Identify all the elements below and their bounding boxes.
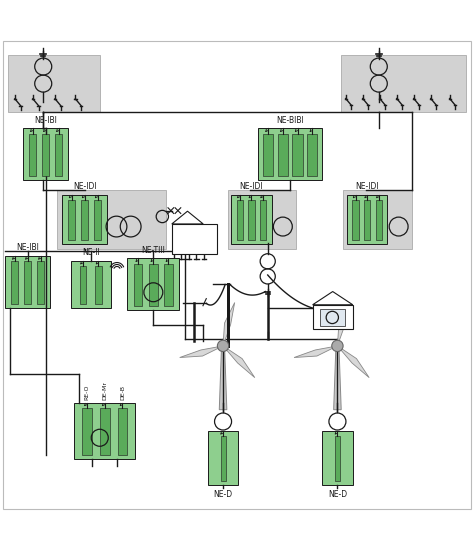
Bar bbox=[172, 224, 217, 254]
Bar bbox=[100, 408, 109, 455]
Text: NE-IDI: NE-IDI bbox=[356, 182, 379, 191]
Bar bbox=[313, 305, 353, 329]
Bar bbox=[118, 408, 128, 455]
Bar bbox=[352, 200, 359, 240]
Bar bbox=[220, 436, 226, 481]
Bar bbox=[231, 195, 272, 244]
Text: RE-O: RE-O bbox=[84, 385, 90, 400]
Bar bbox=[164, 263, 173, 306]
Bar bbox=[278, 134, 288, 177]
Bar bbox=[71, 261, 111, 308]
Text: NE-IBI: NE-IBI bbox=[35, 116, 57, 125]
Text: NE-IDI: NE-IDI bbox=[73, 182, 96, 191]
Bar bbox=[55, 134, 63, 177]
Polygon shape bbox=[337, 346, 369, 378]
Bar bbox=[258, 129, 322, 180]
Bar bbox=[134, 263, 142, 306]
Polygon shape bbox=[223, 302, 235, 346]
Bar bbox=[237, 200, 243, 240]
Text: NE-TIII: NE-TIII bbox=[141, 246, 165, 255]
Polygon shape bbox=[313, 292, 353, 305]
Bar bbox=[11, 261, 18, 304]
Text: NE-IDI: NE-IDI bbox=[239, 182, 263, 191]
Bar bbox=[128, 258, 179, 310]
Polygon shape bbox=[334, 346, 341, 410]
Bar bbox=[42, 134, 49, 177]
Bar bbox=[74, 403, 136, 459]
Text: NE-D: NE-D bbox=[213, 490, 233, 499]
Bar bbox=[23, 129, 68, 180]
Polygon shape bbox=[219, 346, 227, 410]
Bar bbox=[364, 200, 370, 240]
Bar bbox=[8, 55, 100, 112]
Bar bbox=[375, 200, 382, 240]
Bar bbox=[292, 134, 303, 177]
Bar bbox=[62, 195, 107, 244]
Bar bbox=[263, 134, 273, 177]
Bar bbox=[341, 55, 466, 112]
Circle shape bbox=[332, 340, 343, 351]
Bar bbox=[80, 266, 86, 304]
Text: NE-II: NE-II bbox=[82, 248, 100, 257]
Bar bbox=[68, 200, 75, 240]
Circle shape bbox=[218, 340, 229, 351]
Text: DE-Mr: DE-Mr bbox=[102, 381, 107, 400]
Bar bbox=[228, 190, 296, 249]
Bar bbox=[343, 190, 412, 249]
Polygon shape bbox=[223, 346, 255, 378]
Bar bbox=[347, 195, 387, 244]
Bar bbox=[5, 256, 50, 308]
Bar bbox=[208, 431, 238, 485]
Bar bbox=[260, 200, 266, 240]
Text: NE-BIBI: NE-BIBI bbox=[276, 116, 304, 125]
Text: NE-IBI: NE-IBI bbox=[17, 243, 39, 252]
Bar bbox=[95, 266, 102, 304]
Bar bbox=[81, 200, 88, 240]
Bar bbox=[94, 200, 101, 240]
Bar bbox=[82, 408, 92, 455]
Bar bbox=[248, 200, 255, 240]
Bar bbox=[57, 190, 166, 249]
Bar bbox=[24, 261, 31, 304]
Polygon shape bbox=[180, 346, 223, 358]
Polygon shape bbox=[337, 302, 349, 346]
Bar bbox=[149, 263, 157, 306]
Bar bbox=[307, 134, 318, 177]
Bar bbox=[322, 431, 353, 485]
Bar bbox=[320, 309, 345, 326]
Bar bbox=[29, 134, 36, 177]
Polygon shape bbox=[294, 346, 337, 358]
Text: DE-B: DE-B bbox=[120, 385, 125, 400]
Text: NE-D: NE-D bbox=[328, 490, 347, 499]
Bar bbox=[37, 261, 45, 304]
Bar bbox=[335, 436, 340, 481]
